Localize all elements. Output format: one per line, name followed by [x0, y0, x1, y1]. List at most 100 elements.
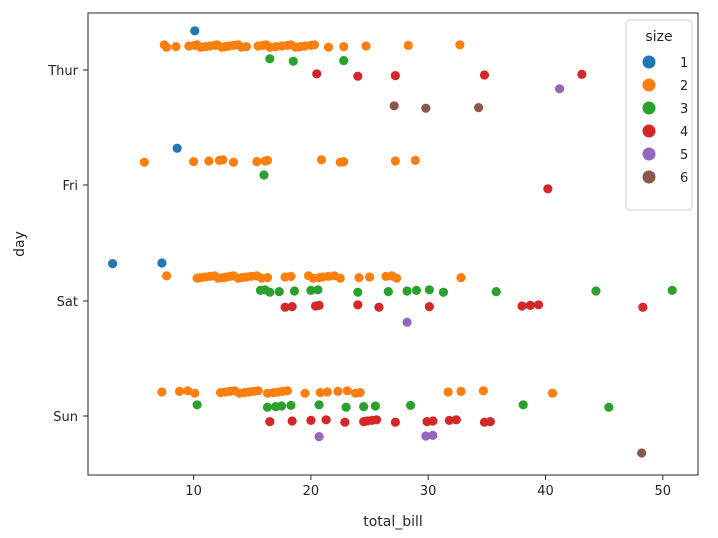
data-point-size-2 [286, 271, 296, 281]
data-point-size-4 [280, 302, 290, 312]
data-point-size-6 [474, 103, 484, 113]
data-point-size-2 [354, 273, 364, 283]
data-point-size-3 [604, 402, 614, 412]
data-point-size-3 [411, 285, 422, 295]
data-point-size-4 [312, 69, 322, 79]
data-point-size-4 [265, 417, 275, 427]
data-point-size-3 [265, 54, 275, 64]
data-point-size-2 [335, 273, 345, 283]
data-point-size-2 [364, 272, 375, 282]
legend-marker [642, 170, 656, 184]
data-point-size-2 [322, 387, 332, 397]
data-point-size-4 [525, 300, 535, 310]
data-point-size-4 [287, 416, 297, 426]
legend-label: 4 [680, 125, 688, 140]
data-points [108, 26, 677, 458]
data-point-size-2 [355, 388, 365, 398]
data-point-size-4 [353, 71, 363, 81]
data-point-size-4 [340, 417, 350, 427]
data-point-size-3 [359, 402, 369, 412]
data-point-size-2 [315, 388, 325, 398]
data-point-size-4 [577, 69, 587, 79]
data-point-size-4 [424, 302, 434, 312]
data-point-size-3 [313, 285, 323, 295]
data-point-size-2 [316, 155, 327, 165]
data-point-size-1 [108, 259, 118, 269]
legend: size 1 2 3 4 5 6 [625, 19, 693, 211]
data-point-size-2 [241, 42, 251, 52]
data-point-size-4 [543, 184, 553, 194]
data-point-size-4 [390, 71, 400, 81]
data-point-size-2 [339, 42, 349, 52]
data-point-size-2 [262, 155, 273, 165]
data-point-size-3 [405, 400, 416, 410]
data-point-size-3 [438, 287, 449, 297]
data-point-size-1 [172, 143, 182, 153]
x-tick-label: 40 [537, 484, 554, 499]
data-point-size-4 [485, 417, 495, 427]
data-point-size-3 [314, 400, 324, 410]
data-point-size-3 [491, 287, 501, 297]
data-point-size-1 [157, 258, 167, 268]
legend-label: 3 [680, 102, 688, 117]
x-tick-label: 10 [185, 484, 202, 499]
data-point-size-4 [321, 415, 331, 425]
data-point-size-2 [174, 386, 185, 396]
data-point-size-2 [157, 387, 167, 397]
legend-box [625, 19, 693, 211]
data-point-size-2 [333, 386, 343, 396]
data-point-size-3 [259, 170, 269, 180]
legend-title: size [645, 29, 672, 45]
data-point-size-2 [390, 156, 400, 166]
legend-marker [642, 147, 656, 161]
data-point-size-3 [276, 401, 287, 411]
data-point-size-2 [309, 40, 320, 50]
data-point-size-3 [274, 287, 284, 297]
data-point-size-2 [161, 271, 172, 281]
data-point-size-2 [456, 273, 466, 283]
data-point-size-4 [428, 416, 438, 426]
y-tick-label: Fri [63, 179, 79, 194]
data-point-size-2 [171, 42, 181, 52]
data-point-size-4 [374, 302, 384, 312]
data-point-size-4 [353, 300, 363, 310]
data-point-size-4 [533, 300, 544, 310]
data-point-size-5 [554, 84, 565, 94]
data-point-size-3 [288, 56, 298, 66]
data-point-size-4 [451, 415, 461, 425]
data-point-size-2 [323, 42, 334, 52]
data-point-size-4 [638, 302, 648, 312]
data-point-size-3 [262, 402, 273, 412]
data-point-size-5 [314, 432, 324, 442]
data-point-size-4 [371, 415, 382, 425]
x-tick-label: 20 [303, 484, 320, 499]
data-point-size-4 [479, 70, 490, 80]
legend-label: 2 [680, 79, 688, 94]
y-axis-label: day [12, 231, 28, 257]
legend-marker [642, 78, 656, 92]
data-point-size-4 [287, 302, 297, 312]
data-point-size-2 [455, 40, 465, 50]
data-point-size-2 [190, 388, 200, 398]
data-point-size-3 [424, 285, 434, 295]
data-point-size-5 [428, 430, 438, 440]
data-point-size-6 [421, 103, 431, 113]
data-point-size-3 [518, 400, 528, 410]
y-tick-label: Thur [47, 64, 78, 79]
data-point-size-5 [402, 317, 412, 327]
legend-label: 1 [680, 56, 688, 71]
data-point-size-4 [517, 301, 527, 311]
data-point-size-2 [410, 155, 420, 165]
data-point-size-2 [252, 157, 262, 167]
data-point-size-2 [391, 273, 402, 283]
data-point-size-2 [547, 388, 558, 398]
data-point-size-3 [192, 400, 202, 410]
data-point-size-3 [341, 402, 351, 412]
data-point-size-2 [443, 387, 453, 397]
data-point-size-2 [282, 386, 293, 396]
data-point-size-3 [339, 56, 349, 66]
data-point-size-2 [188, 157, 199, 167]
data-point-size-2 [139, 157, 149, 167]
legend-label: 6 [680, 171, 688, 186]
x-tick-label: 50 [655, 484, 672, 499]
